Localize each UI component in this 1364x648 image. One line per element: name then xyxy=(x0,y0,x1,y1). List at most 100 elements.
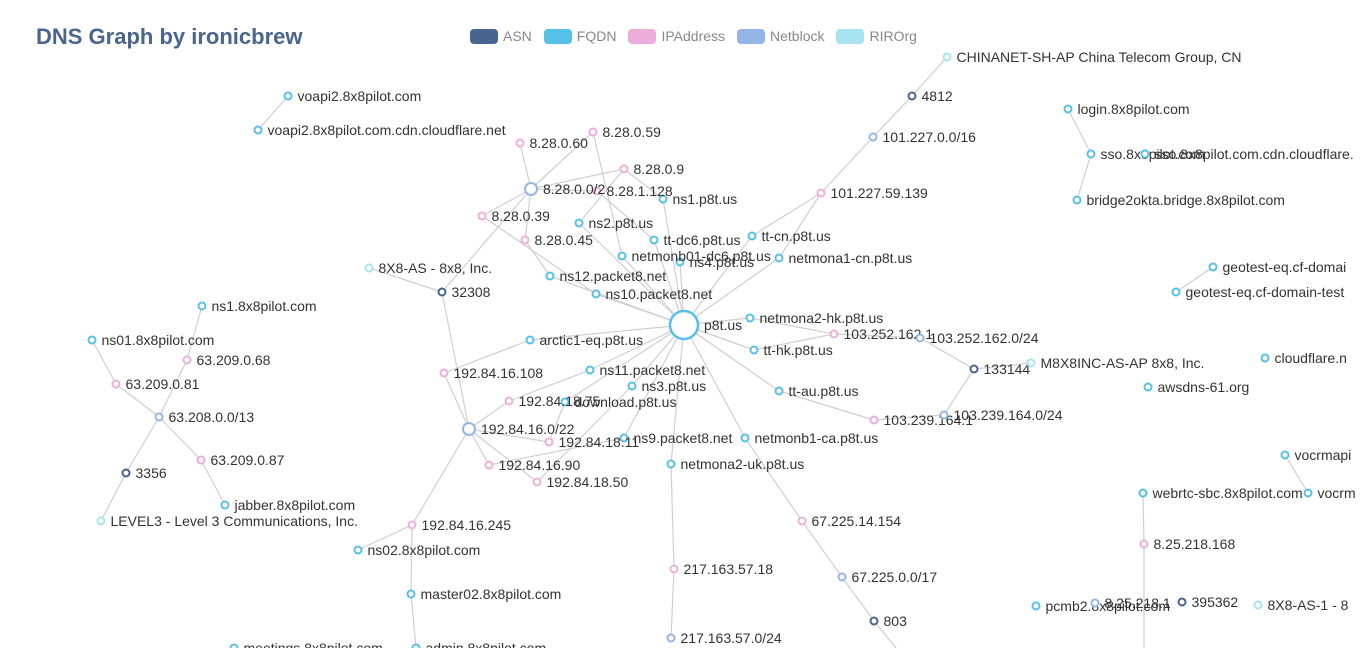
graph-node-ttcn[interactable]: tt-cn.p8t.us xyxy=(747,228,831,244)
node-marker-arctic1[interactable] xyxy=(525,335,535,345)
node-marker-netmonb01[interactable] xyxy=(617,251,627,261)
node-marker-ip_192_18_50[interactable] xyxy=(532,477,542,487)
node-marker-nb_103_239[interactable] xyxy=(939,410,949,420)
graph-node-nb_103_252[interactable]: 103.252.162.0/24 xyxy=(915,330,1039,346)
node-marker-org_m8x8[interactable] xyxy=(1026,358,1036,368)
node-marker-ip_63_68[interactable] xyxy=(182,355,192,365)
graph-node-ns3p8t[interactable]: ns3.p8t.us xyxy=(627,378,707,394)
graph-node-ssocdn[interactable]: sso.8x8pilot.com.cdn.cloudflare. xyxy=(1140,146,1354,162)
node-marker-ip_63_81[interactable] xyxy=(111,379,121,389)
graph-node-pcmb2[interactable]: pcmb2.8x8pilot.com xyxy=(1031,598,1171,614)
graph-node-geotest2[interactable]: geotest-eq.cf-domain-test xyxy=(1171,284,1345,300)
node-marker-ip_8_28_0_60[interactable] xyxy=(515,138,525,148)
node-marker-netmona2uk[interactable] xyxy=(666,459,676,469)
node-marker-ip_103_252[interactable] xyxy=(829,329,839,339)
graph-node-ip_67[interactable]: 67.225.14.154 xyxy=(797,513,902,529)
graph-node-netmonb1ca[interactable]: netmonb1-ca.p8t.us xyxy=(740,430,879,446)
node-marker-ip_101[interactable] xyxy=(816,188,826,198)
node-marker-ns9pk[interactable] xyxy=(619,433,629,443)
graph-node-nb_217[interactable]: 217.163.57.0/24 xyxy=(666,630,782,646)
legend-item-netblock[interactable]: Netblock xyxy=(737,28,824,44)
graph-node-ns02[interactable]: ns02.8x8pilot.com xyxy=(353,542,481,558)
graph-node-download[interactable]: download.p8t.us xyxy=(560,394,677,410)
graph-node-org_level3[interactable]: LEVEL3 - Level 3 Communications, Inc. xyxy=(96,513,358,529)
graph-node-org_chinanet[interactable]: CHINANET-SH-AP China Telecom Group, CN xyxy=(942,49,1242,65)
graph-node-p8t[interactable]: p8t.us xyxy=(668,309,742,341)
node-marker-sso[interactable] xyxy=(1086,149,1096,159)
graph-node-ip_63_87[interactable]: 63.209.0.87 xyxy=(196,452,285,468)
graph-node-nb_192[interactable]: 192.84.16.0/22 xyxy=(462,421,575,437)
node-marker-download[interactable] xyxy=(560,397,570,407)
node-marker-cloudflare[interactable] xyxy=(1260,353,1270,363)
legend-item-ipaddress[interactable]: IPAddress xyxy=(628,28,725,44)
graph-node-login[interactable]: login.8x8pilot.com xyxy=(1063,101,1190,117)
graph-node-voapi2[interactable]: voapi2.8x8pilot.com xyxy=(283,88,422,104)
node-marker-master02[interactable] xyxy=(406,589,416,599)
graph-node-ip_192_18_75[interactable]: 192.84.18.75 xyxy=(504,393,601,409)
graph-node-vocrmap1[interactable]: vocrmapi xyxy=(1280,447,1352,463)
graph-node-geotest1[interactable]: geotest-eq.cf-domai xyxy=(1208,259,1347,275)
graph-node-ip_8_28_0_39[interactable]: 8.28.0.39 xyxy=(477,208,551,224)
node-marker-ip_192_18_11[interactable] xyxy=(544,437,554,447)
node-marker-ip_192_245[interactable] xyxy=(407,520,417,530)
node-marker-ns02[interactable] xyxy=(353,545,363,555)
graph-node-ip_8_28_1_128[interactable]: 8.28.1.128 xyxy=(592,183,673,199)
node-marker-vocrmap1[interactable] xyxy=(1280,450,1290,460)
graph-node-asn_133144[interactable]: 133144 xyxy=(969,361,1031,377)
node-marker-ns2p8t[interactable] xyxy=(574,218,584,228)
node-marker-asn_803[interactable] xyxy=(869,616,879,626)
graph-node-ns11pk[interactable]: ns11.packet8.net xyxy=(585,362,706,378)
node-marker-ip_67[interactable] xyxy=(797,516,807,526)
graph-node-nb_8_28[interactable]: 8.28.0.0/2 xyxy=(524,181,605,197)
graph-node-ns01_8x8[interactable]: ns01.8x8pilot.com xyxy=(87,332,215,348)
legend-item-asn[interactable]: ASN xyxy=(470,28,532,44)
graph-node-ttdc6[interactable]: tt-dc6.p8t.us xyxy=(649,232,741,248)
node-marker-geotest2[interactable] xyxy=(1171,287,1181,297)
graph-node-bridge2okta[interactable]: bridge2okta.bridge.8x8pilot.com xyxy=(1072,192,1285,208)
node-marker-ip_8_28_0_9[interactable] xyxy=(619,164,629,174)
node-marker-ip_217[interactable] xyxy=(669,564,679,574)
node-marker-ip_192_18_75[interactable] xyxy=(504,396,514,406)
node-marker-ip_8_28_0_39[interactable] xyxy=(477,211,487,221)
node-marker-org_8x8as[interactable] xyxy=(364,263,374,273)
graph-node-ip_217[interactable]: 217.163.57.18 xyxy=(669,561,774,577)
graph-node-netmona2uk[interactable]: netmona2-uk.p8t.us xyxy=(666,456,805,472)
node-marker-webrtc[interactable] xyxy=(1138,488,1148,498)
node-marker-geotest1[interactable] xyxy=(1208,262,1218,272)
graph-node-meetings[interactable]: meetings.8x8pilot.com xyxy=(229,640,383,648)
node-marker-netmona2hk[interactable] xyxy=(745,313,755,323)
node-marker-nb_63[interactable] xyxy=(154,412,164,422)
node-marker-ns10pk[interactable] xyxy=(591,289,601,299)
graph-node-ip_192_245[interactable]: 192.84.16.245 xyxy=(407,517,512,533)
node-marker-asn_133144[interactable] xyxy=(969,364,979,374)
graph-node-ip_101[interactable]: 101.227.59.139 xyxy=(816,185,929,201)
legend-item-rirorg[interactable]: RIROrg xyxy=(836,28,917,44)
node-marker-ip_192_90[interactable] xyxy=(484,460,494,470)
node-marker-ip_8_28_1_128[interactable] xyxy=(592,186,602,196)
node-marker-asn_395362[interactable] xyxy=(1177,597,1187,607)
node-marker-p8t[interactable] xyxy=(668,309,700,341)
node-marker-nb_217[interactable] xyxy=(666,633,676,643)
node-marker-ssocdn[interactable] xyxy=(1140,149,1150,159)
graph-node-sso[interactable]: sso.8x8pilot.com xyxy=(1086,146,1205,162)
node-marker-ip_63_87[interactable] xyxy=(196,455,206,465)
node-marker-nb_8_28[interactable] xyxy=(524,182,538,196)
graph-node-ip_8_28_0_60[interactable]: 8.28.0.60 xyxy=(515,135,589,151)
node-marker-ns1_8x8[interactable] xyxy=(197,301,207,311)
node-marker-org_level3[interactable] xyxy=(96,516,106,526)
graph-node-nb_63[interactable]: 63.208.0.0/13 xyxy=(154,409,255,425)
node-marker-asn_3356[interactable] xyxy=(121,468,131,478)
graph-node-nb_67[interactable]: 67.225.0.0/17 xyxy=(837,569,938,585)
node-marker-bridge2okta[interactable] xyxy=(1072,195,1082,205)
graph-node-netmona2hk[interactable]: netmona2-hk.p8t.us xyxy=(745,310,884,326)
graph-node-nb_103_239[interactable]: 103.239.164.0/24 xyxy=(939,407,1063,423)
graph-node-ip_192_90[interactable]: 192.84.16.90 xyxy=(484,457,581,473)
graph-node-asn_4812[interactable]: 4812 xyxy=(907,88,953,104)
node-marker-ip_192_108[interactable] xyxy=(439,368,449,378)
graph-node-ip_103_252[interactable]: 103.252.162.1 xyxy=(829,326,934,342)
graph-node-admin[interactable]: admin.8x8pilot.com xyxy=(411,640,547,648)
node-marker-nb_103_252[interactable] xyxy=(915,333,925,343)
node-marker-voapi2[interactable] xyxy=(283,91,293,101)
node-marker-ns1p8t[interactable] xyxy=(658,194,668,204)
